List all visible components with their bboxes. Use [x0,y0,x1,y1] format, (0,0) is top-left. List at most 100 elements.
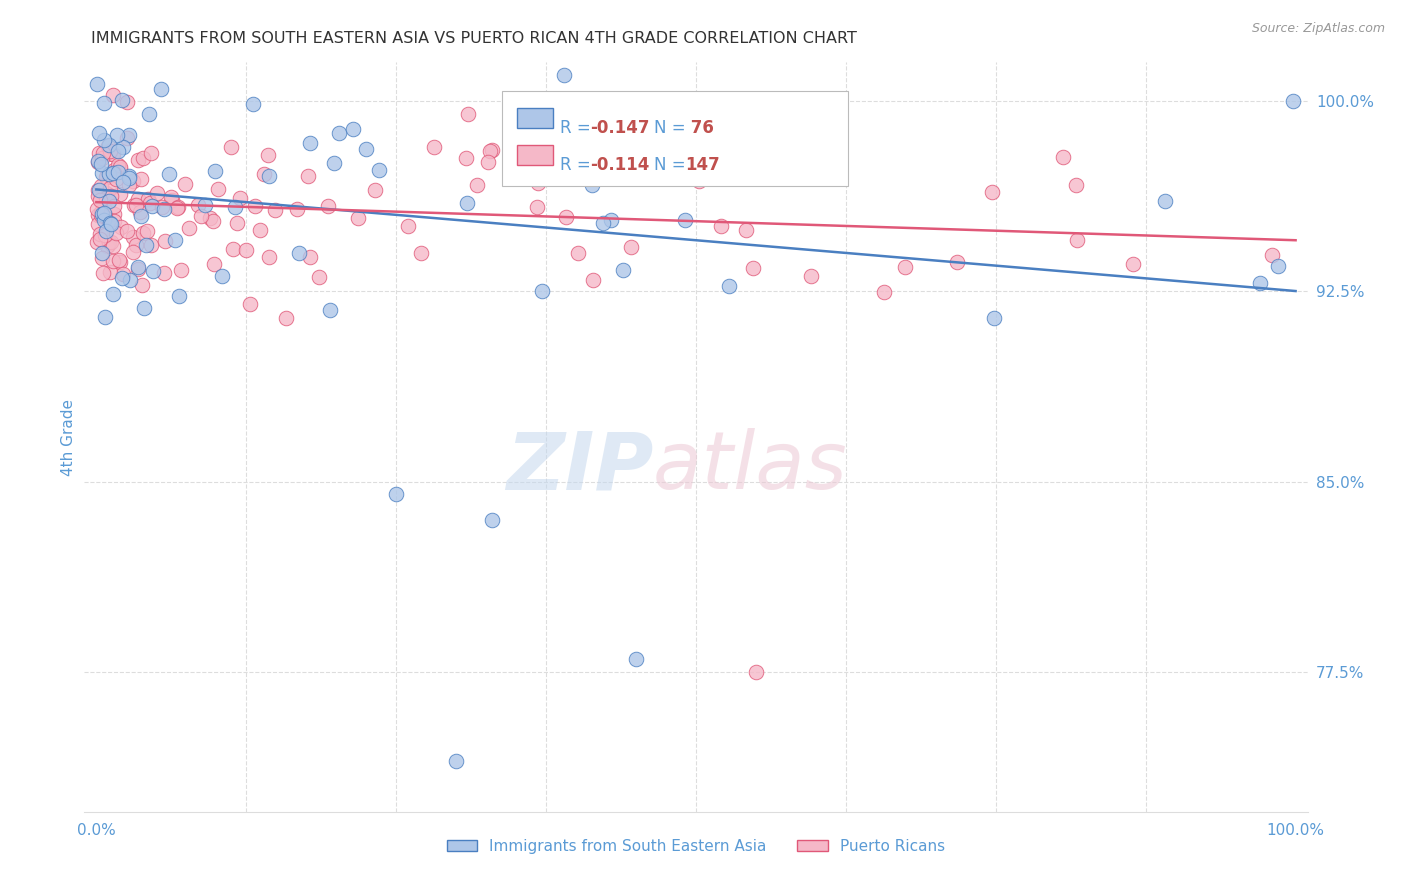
Point [599,213,621,227]
Point [89,193,111,207]
Point [688,174,710,188]
Point [163,233,186,247]
Point [129,209,152,223]
Text: -0.114: -0.114 [591,156,650,174]
Point [103,199,125,213]
Point [316,199,339,213]
Point [94,191,117,205]
Point [224,200,246,214]
Point [385,487,408,501]
Point [138,106,160,120]
Point [553,68,575,82]
Point [149,82,172,96]
Point [97,194,120,209]
Point [132,227,155,241]
Point [87,126,110,140]
Point [673,213,696,227]
Point [132,151,155,165]
Point [94,224,117,238]
Point [90,151,112,165]
Point [481,143,503,157]
Point [422,140,444,154]
Point [202,258,225,272]
Point [297,169,319,184]
Point [141,146,163,161]
Point [96,170,118,185]
Point [249,223,271,237]
Point [139,238,162,252]
Point [89,227,111,242]
Point [160,193,183,207]
Point [624,652,647,666]
Point [204,163,226,178]
Point [100,217,122,231]
Point [800,269,823,284]
Point [111,93,134,107]
Point [530,284,553,298]
Point [354,143,377,157]
Point [105,128,128,142]
Text: -0.147: -0.147 [591,119,650,136]
Point [526,200,548,214]
Point [97,238,120,252]
Point [124,237,146,252]
Point [117,224,139,238]
Point [257,147,280,161]
Point [456,152,478,166]
Point [368,163,391,178]
Point [190,209,212,223]
Point [86,202,108,217]
Point [132,301,155,316]
Point [167,200,190,214]
Point [87,217,110,231]
Point [93,267,115,281]
Point [117,171,139,186]
Point [299,136,322,150]
Point [129,171,152,186]
Point [396,219,419,234]
Point [122,198,145,212]
Point [319,302,342,317]
Point [1261,248,1284,262]
Point [287,245,309,260]
Point [222,243,245,257]
Point [93,206,115,220]
Point [111,270,134,285]
Point [90,157,112,171]
Point [136,224,159,238]
Point [347,211,370,225]
Point [93,132,115,146]
Point [91,251,114,265]
Point [91,145,114,160]
Point [96,191,118,205]
Point [526,176,548,190]
Point [87,154,110,169]
Point [104,226,127,240]
Point [1122,257,1144,271]
Point [202,214,225,228]
Point [115,95,138,110]
Point [127,260,149,274]
Point [150,200,173,214]
Text: ZIP: ZIP [506,428,654,506]
Point [155,234,177,248]
Point [456,196,478,211]
Point [177,221,200,235]
Point [592,216,614,230]
Point [242,97,264,112]
Point [745,665,768,679]
Point [89,231,111,245]
Point [1052,150,1074,164]
Point [118,178,141,192]
Point [555,211,578,225]
Text: N =: N = [654,156,690,174]
Point [90,205,112,219]
Point [298,250,321,264]
Point [122,174,145,188]
Point [983,310,1005,325]
Point [94,227,117,242]
Point [257,250,280,264]
Point [136,192,159,206]
Point [1154,194,1177,209]
Point [91,207,114,221]
